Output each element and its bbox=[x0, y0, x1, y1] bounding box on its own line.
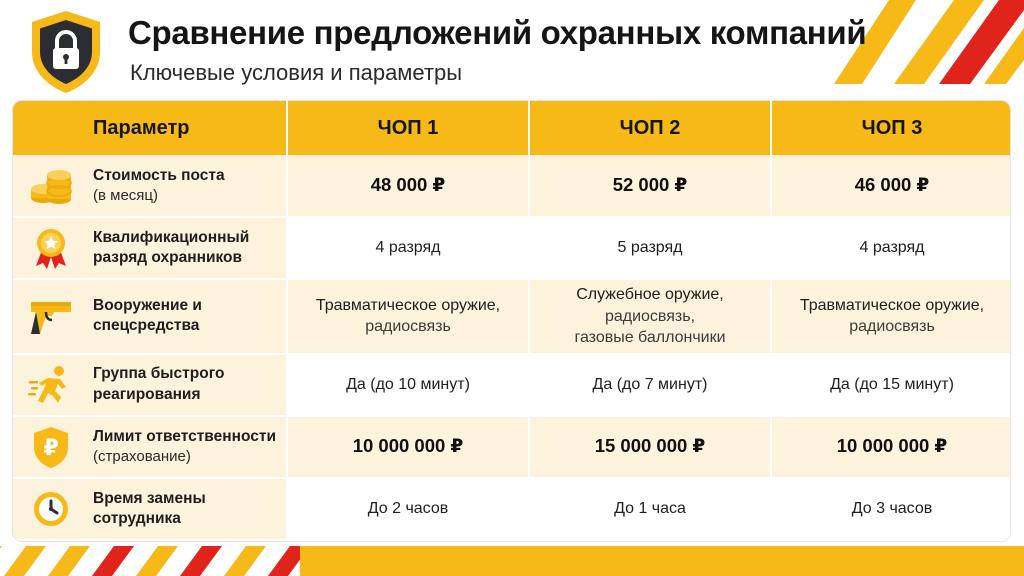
value-text: 10 000 000 ₽ bbox=[352, 435, 464, 457]
value-text: радиосвязь bbox=[365, 318, 451, 336]
table-row-rapid-response: Группа быстрого реагирования Да (до 10 ми… bbox=[13, 353, 1010, 417]
table-row-replacement-time: Время замены сотрудника До 2 часов До 1 ча… bbox=[13, 477, 1010, 541]
value-text: Да (до 7 минут) bbox=[592, 375, 708, 393]
value-text: 4 разряд bbox=[375, 239, 441, 257]
parameter-sublabel: (в месяц) bbox=[93, 186, 158, 204]
value-text: До 2 часов bbox=[367, 500, 449, 518]
value-cell-chop-1: Да (до 10 минут) bbox=[287, 353, 530, 417]
value-cell-chop-2: До 1 часа bbox=[529, 477, 772, 541]
value-text: радиосвязь, bbox=[604, 307, 696, 325]
value-cell-chop-3: 46 000 ₽ bbox=[771, 155, 1010, 219]
value-text: Да (до 15 минут) bbox=[830, 375, 954, 393]
parameter-cell: Вооружение и спецсредства bbox=[13, 279, 288, 355]
column-header-parameter: Параметр bbox=[13, 101, 288, 155]
corner-stripes-decoration bbox=[834, 0, 1024, 84]
value-cell-chop-1: 48 000 ₽ bbox=[287, 155, 530, 219]
value-text: радиосвязь bbox=[849, 318, 935, 336]
value-cell-chop-2: 15 000 000 ₽ bbox=[529, 415, 772, 479]
value-cell-chop-3: До 3 часов bbox=[771, 477, 1010, 541]
table-row-cost: Стоимость поста (в месяц) 48 000 ₽ 52 000 ₽… bbox=[13, 155, 1010, 219]
award-badge-icon bbox=[23, 226, 79, 270]
parameter-label: Группа быстрого реагирования bbox=[93, 364, 286, 404]
value-cell-chop-2: Служебное оружие, радиосвязь, газовые балл… bbox=[529, 279, 772, 355]
page-title: Сравнение предложений охранных компаний bbox=[128, 14, 867, 51]
value-cell-chop-3: Травматическое оружие, радиосвязь bbox=[771, 279, 1010, 355]
table-row-weapons: Вооружение и спецсредства Травматическое … bbox=[13, 279, 1010, 355]
parameter-label-text: Лимит ответственности bbox=[93, 427, 276, 445]
value-text: Служебное оружие, bbox=[576, 286, 724, 304]
table-row-qualification: Квалификационный разряд охранников 4 разр… bbox=[13, 217, 1010, 281]
value-text: До 1 часа bbox=[614, 500, 686, 518]
parameter-label-text: Квалификационный разряд охранников bbox=[93, 229, 250, 267]
comparison-table: Параметр ЧОП 1 ЧОП 2 ЧОП 3 Стоимость пос… bbox=[12, 100, 1011, 542]
value-cell-chop-2: 52 000 ₽ bbox=[529, 155, 772, 219]
value-text: 46 000 ₽ bbox=[854, 174, 930, 196]
value-cell-chop-1: 4 разряд bbox=[287, 217, 530, 281]
table-header-row: Параметр ЧОП 1 ЧОП 2 ЧОП 3 bbox=[13, 101, 1010, 155]
value-text: Травматическое оружие, bbox=[799, 296, 985, 314]
parameter-cell: Группа быстрого реагирования bbox=[13, 353, 288, 417]
pistol-icon bbox=[23, 294, 79, 338]
value-cell-chop-2: 5 разряд bbox=[529, 217, 772, 281]
value-cell-chop-2: Да (до 7 минут) bbox=[529, 353, 772, 417]
clock-icon bbox=[23, 487, 79, 531]
value-text: 5 разряд bbox=[617, 239, 683, 257]
value-text: 10 000 000 ₽ bbox=[836, 435, 948, 457]
value-text: Да (до 10 минут) bbox=[346, 375, 470, 393]
parameter-label: Вооружение и спецсредства bbox=[93, 296, 286, 336]
parameter-label: Время замены сотрудника bbox=[93, 489, 286, 529]
parameter-label: Квалификационный разряд охранников bbox=[93, 228, 286, 268]
value-text: 15 000 000 ₽ bbox=[594, 435, 706, 457]
lock-shield-logo bbox=[26, 8, 106, 96]
parameter-label-text: Вооружение и спецсредства bbox=[93, 297, 202, 335]
parameter-cell: Стоимость поста (в месяц) bbox=[13, 155, 288, 219]
value-text: 48 000 ₽ bbox=[370, 174, 446, 196]
parameter-label-text: Стоимость поста bbox=[93, 166, 225, 184]
value-text: Травматическое оружие, bbox=[315, 296, 501, 314]
coins-icon bbox=[23, 164, 79, 208]
parameter-cell: ₽ Лимит ответственности (страхование) bbox=[13, 415, 288, 479]
column-header-chop-2: ЧОП 2 bbox=[529, 101, 772, 155]
parameter-label: Стоимость поста (в месяц) bbox=[93, 166, 225, 206]
column-header-chop-1: ЧОП 1 bbox=[287, 101, 530, 155]
parameter-cell: Время замены сотрудника bbox=[13, 477, 288, 541]
parameter-cell: Квалификационный разряд охранников bbox=[13, 217, 288, 281]
value-cell-chop-3: Да (до 15 минут) bbox=[771, 353, 1010, 417]
page-subtitle: Ключевые условия и параметры bbox=[130, 60, 463, 85]
column-header-chop-3: ЧОП 3 bbox=[771, 101, 1010, 155]
parameter-sublabel: (страхование) bbox=[93, 448, 191, 466]
parameter-label-text: Время замены сотрудника bbox=[93, 489, 206, 527]
value-text: газовые баллончики bbox=[574, 329, 726, 347]
parameter-label-text: Группа быстрого реагирования bbox=[93, 365, 225, 403]
value-text: До 3 часов bbox=[851, 500, 933, 518]
bottom-stripes-decoration bbox=[0, 546, 1024, 576]
table-row-liability-limit: ₽ Лимит ответственности (страхование) 10 00… bbox=[13, 415, 1010, 479]
ruble-shield-icon: ₽ bbox=[23, 425, 79, 469]
value-cell-chop-1: До 2 часов bbox=[287, 477, 530, 541]
value-cell-chop-1: 10 000 000 ₽ bbox=[287, 415, 530, 479]
value-text: 52 000 ₽ bbox=[612, 174, 688, 196]
svg-text:₽: ₽ bbox=[43, 436, 58, 461]
parameter-label: Лимит ответственности (страхование) bbox=[93, 427, 276, 467]
value-cell-chop-3: 10 000 000 ₽ bbox=[771, 415, 1010, 479]
value-text: 4 разряд bbox=[859, 239, 925, 257]
running-person-icon bbox=[23, 363, 79, 407]
value-cell-chop-1: Травматическое оружие, радиосвязь bbox=[287, 279, 530, 355]
value-cell-chop-3: 4 разряд bbox=[771, 217, 1010, 281]
